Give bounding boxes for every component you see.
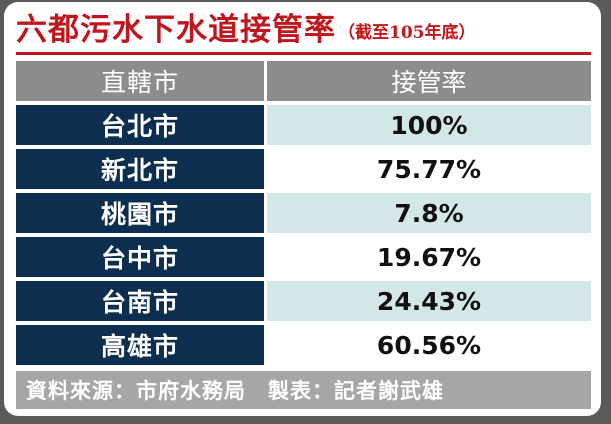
city-cell: 台北市 [16, 105, 264, 145]
table-row: 高雄市 60.56% [16, 325, 591, 365]
city-cell: 台南市 [16, 281, 264, 321]
title-row: 六都污水下水道接管率 （截至105年底） [16, 8, 476, 50]
data-table: 直轄市 接管率 台北市 100% 新北市 75.77% 桃園市 7.8% 台中市… [16, 61, 591, 366]
rate-cell: 19.67% [267, 237, 591, 277]
chart-subtitle: （截至105年底） [338, 23, 476, 43]
chart-title: 六都污水下水道接管率 [16, 12, 336, 48]
city-cell: 桃園市 [16, 193, 264, 233]
rate-cell: 75.77% [267, 149, 591, 189]
rate-cell: 60.56% [267, 325, 591, 365]
source-footer: 資料來源：市府水務局 製表：記者謝武雄 [16, 371, 591, 409]
table-header-row: 直轄市 接管率 [16, 61, 591, 101]
title-divider [16, 52, 591, 55]
table-row: 台南市 24.43% [16, 281, 591, 321]
rate-cell: 100% [267, 105, 591, 145]
table-row: 桃園市 7.8% [16, 193, 591, 233]
table-row: 新北市 75.77% [16, 149, 591, 189]
table-row: 台中市 19.67% [16, 237, 591, 277]
city-cell: 高雄市 [16, 325, 264, 365]
infographic-card: 六都污水下水道接管率 （截至105年底） 直轄市 接管率 台北市 100% 新北… [4, 2, 601, 416]
header-city: 直轄市 [16, 61, 264, 101]
rate-cell: 7.8% [267, 193, 591, 233]
table-row: 台北市 100% [16, 105, 591, 145]
city-cell: 新北市 [16, 149, 264, 189]
header-rate: 接管率 [267, 61, 591, 101]
city-cell: 台中市 [16, 237, 264, 277]
rate-cell: 24.43% [267, 281, 591, 321]
